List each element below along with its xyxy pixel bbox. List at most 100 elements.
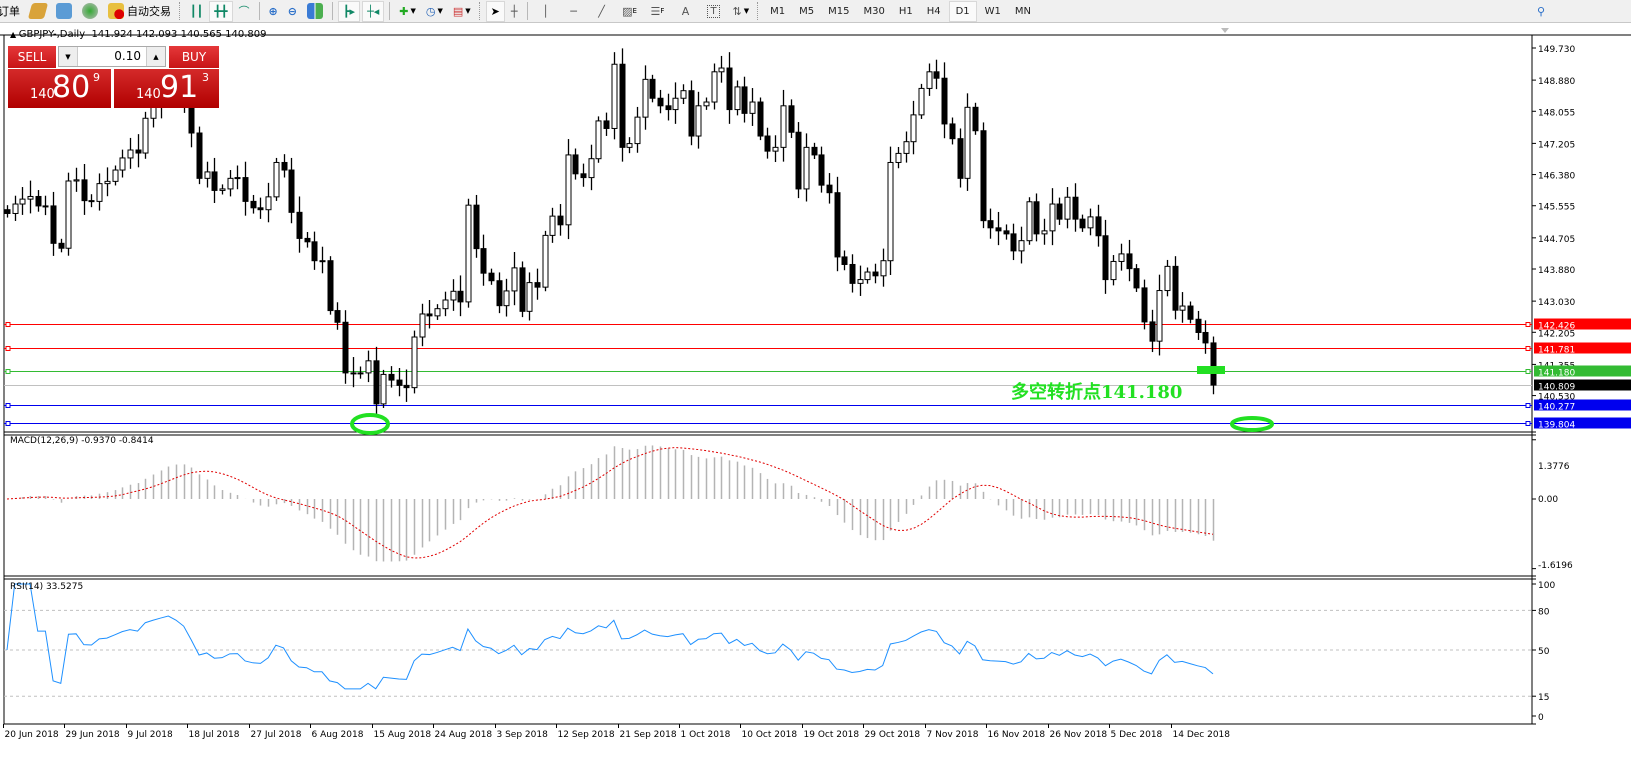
text-label-button[interactable]: T xyxy=(701,1,727,22)
navigator-button[interactable] xyxy=(26,1,50,22)
timeframe-w1[interactable]: W1 xyxy=(984,5,1001,17)
candle-body-down xyxy=(4,209,11,214)
candle-body-up xyxy=(273,161,280,198)
candle xyxy=(826,173,833,204)
level-price-tag xyxy=(1534,417,1631,429)
zoom-out-button[interactable]: ⊖ xyxy=(284,1,301,22)
bar-chart-button[interactable]: ┃┃ xyxy=(186,1,207,22)
vertical-line-button[interactable]: │ xyxy=(533,1,559,22)
candle-body-up xyxy=(96,183,103,202)
price-tick-label: 146.380 xyxy=(1538,172,1575,182)
candle-body-down xyxy=(196,132,203,179)
candle xyxy=(365,350,372,383)
trendline-button[interactable]: ╱ xyxy=(589,1,615,22)
candle-body-up xyxy=(1049,203,1056,232)
arrow-down-icon: ▼ xyxy=(65,52,71,61)
zoom-in-button[interactable]: ⊕ xyxy=(265,1,282,22)
candle xyxy=(910,100,917,155)
level-handle[interactable] xyxy=(5,421,11,426)
level-handle[interactable] xyxy=(5,322,11,327)
candle-body-up xyxy=(880,260,887,277)
candle xyxy=(749,88,756,126)
timeframe-mn[interactable]: MN xyxy=(1014,5,1032,17)
level-price-tag xyxy=(1534,399,1631,411)
toolbar-grip[interactable] xyxy=(757,2,760,20)
text-button[interactable]: A xyxy=(681,4,690,18)
level-handle[interactable] xyxy=(5,346,11,351)
level-handle[interactable] xyxy=(1525,346,1531,351)
candle xyxy=(135,134,142,168)
sell-price-button[interactable]: 140 80 9 xyxy=(8,69,111,108)
timeframe-h1[interactable]: H1 xyxy=(898,5,913,17)
crosshair-button[interactable]: ┼ xyxy=(507,1,522,22)
timeframe-m5[interactable]: M5 xyxy=(799,5,815,17)
candle-body-up xyxy=(112,169,119,182)
timeframe-m15[interactable]: M15 xyxy=(828,5,850,17)
collapse-triangle-icon[interactable]: ▲ xyxy=(10,30,19,39)
candle-body-down xyxy=(688,90,695,137)
level-handle[interactable] xyxy=(1525,369,1531,374)
candle xyxy=(112,165,119,186)
chart-shift-marker-icon[interactable] xyxy=(1221,28,1229,33)
candle-body-up xyxy=(450,290,457,301)
candle xyxy=(419,303,426,347)
periods-button[interactable]: ◷ ▼ xyxy=(422,1,447,22)
candle xyxy=(703,97,710,110)
auto-scroll-button[interactable]: ┣▸ xyxy=(337,0,361,22)
candle xyxy=(50,191,57,256)
bar-chart-icon: ┃┃ xyxy=(190,4,204,18)
autotrade-button[interactable]: 自动交易 xyxy=(104,1,175,22)
channel-button[interactable]: ▨ E xyxy=(622,4,637,18)
candle-body-up xyxy=(1041,230,1048,235)
candle xyxy=(918,83,925,119)
buy-price-button[interactable]: 140 91 3 xyxy=(114,69,219,108)
candle xyxy=(642,65,649,130)
candle-body-up xyxy=(926,71,933,89)
candle-body-up xyxy=(142,117,149,154)
terminal-button[interactable] xyxy=(52,1,76,22)
timeframe-h4[interactable]: H4 xyxy=(926,5,941,17)
fibonacci-button[interactable]: ☰ F xyxy=(650,4,665,18)
candle-body-up xyxy=(380,373,387,405)
sell-button[interactable]: SELL xyxy=(8,46,56,68)
chart-shift-button[interactable]: ┼◂ xyxy=(362,0,385,22)
date-label: 7 Nov 2018 xyxy=(927,730,979,740)
level-handle[interactable] xyxy=(1525,322,1531,327)
candle xyxy=(549,207,556,243)
candle xyxy=(880,248,887,287)
low-value: 140.565 xyxy=(180,29,222,40)
candle-body-down xyxy=(826,184,833,194)
lot-increase-button[interactable]: ▲ xyxy=(146,47,165,66)
tile-windows-button[interactable] xyxy=(303,1,327,22)
orders-button[interactable]: 订单 xyxy=(0,5,20,18)
lot-decrease-button[interactable]: ▼ xyxy=(59,47,78,66)
buy-button[interactable]: BUY xyxy=(169,46,219,68)
timeframe-d1[interactable]: D1 xyxy=(948,0,977,22)
templates-button[interactable]: ▤ ▼ xyxy=(449,1,475,22)
line-chart-button[interactable]: ⌒ xyxy=(235,1,254,22)
candle-body-down xyxy=(764,135,771,152)
candle xyxy=(380,369,387,408)
toolbar-grip[interactable] xyxy=(179,2,182,20)
candle xyxy=(1049,188,1056,246)
level-handle[interactable] xyxy=(1525,403,1531,408)
candlestick-button[interactable]: ╋╋ xyxy=(209,0,233,22)
indicators-button[interactable]: ✚ ▼ xyxy=(395,1,420,22)
candle-body-up xyxy=(526,282,533,312)
search-button[interactable]: ⚲ xyxy=(1533,1,1549,22)
arrows-button[interactable]: ⇅ ▼ xyxy=(729,1,754,22)
timeframe-m1[interactable]: M1 xyxy=(770,5,786,17)
horizontal-line-button[interactable]: ─ xyxy=(561,1,587,22)
cursor-button[interactable]: ➤ xyxy=(485,0,505,22)
toolbar-grip[interactable] xyxy=(478,2,482,20)
level-handle[interactable] xyxy=(5,403,11,408)
candle-body-up xyxy=(672,97,679,111)
signal-icon xyxy=(82,3,98,19)
level-handle[interactable] xyxy=(1525,421,1531,426)
timeframe-m30[interactable]: M30 xyxy=(863,5,885,17)
price-tick-label: 145.555 xyxy=(1538,203,1575,213)
signals-button[interactable] xyxy=(78,1,102,22)
lot-size-input[interactable]: ▼ 0.10 ▲ xyxy=(58,46,166,67)
level-handle[interactable] xyxy=(5,369,11,374)
